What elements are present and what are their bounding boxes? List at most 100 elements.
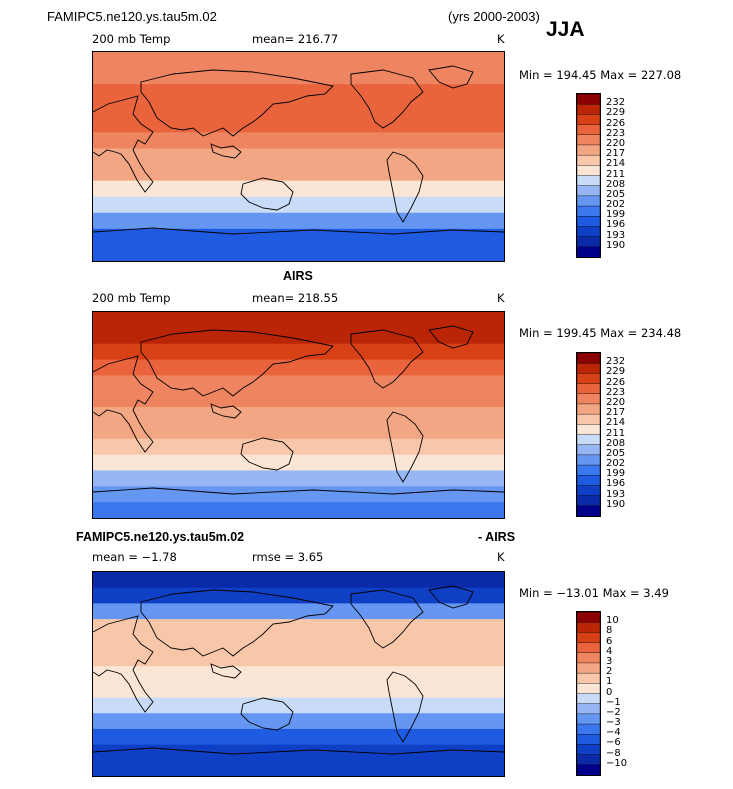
colorbar-swatch (577, 185, 600, 197)
coastline-path (240, 437, 294, 471)
zonal-band (93, 327, 504, 345)
panel2-unit: K (497, 291, 505, 305)
panel1-map (92, 51, 505, 262)
panel3-colorbar (576, 611, 601, 776)
coastline-path (350, 589, 424, 649)
colorbar-swatch (577, 165, 600, 177)
colorbar-swatch (577, 683, 600, 695)
colorbar-swatch (577, 94, 600, 105)
zonal-band (93, 650, 504, 667)
colorbar-tick-label: 199 (606, 209, 626, 221)
panel1-colorbar-swatches (577, 94, 600, 257)
zonal-band (93, 359, 504, 376)
zonal-band (93, 68, 504, 85)
zonal-band (93, 343, 504, 361)
zonal-band (93, 312, 504, 329)
colorbar-tick-label: 10 (606, 615, 619, 627)
colorbar-swatch (577, 723, 600, 735)
colorbar-swatch (577, 672, 600, 684)
coastline-path (350, 329, 424, 389)
colorbar-tick-label: 8 (606, 625, 613, 637)
coastlines (93, 325, 504, 495)
colorbar-tick-label: 196 (606, 219, 626, 231)
zonal-band (93, 603, 504, 620)
colorbar-swatch (577, 662, 600, 674)
colorbar-swatch (577, 403, 600, 415)
colorbar-tick-label: 223 (606, 386, 626, 398)
colorbar-tick-label: 211 (606, 427, 626, 439)
zonal-band (93, 164, 504, 182)
colorbar-tick-label: 208 (606, 437, 626, 449)
coastline-path (428, 65, 474, 89)
colorbar-swatch (577, 703, 600, 715)
coastline-path (428, 325, 474, 349)
colorbar-swatch (577, 652, 600, 664)
panel1-colorbar (576, 93, 601, 258)
colorbar-swatch (577, 195, 600, 207)
colorbar-swatch (577, 444, 600, 456)
years-label: (yrs 2000-2003) (448, 9, 540, 24)
coastline-path (210, 143, 242, 159)
colorbar-tick-label: 214 (606, 158, 626, 170)
panel2-variable: 200 mb Temp (92, 291, 171, 305)
colorbar-tick-label: 217 (606, 407, 626, 419)
zonal-band (93, 244, 504, 261)
colorbar-tick-label: 199 (606, 468, 626, 480)
panel3-colorbar-swatches (577, 612, 600, 775)
panel1-heatmap (93, 52, 504, 261)
case-title: FAMIPC5.ne120.ys.tau5m.02 (47, 9, 217, 24)
panel3-mean: mean = −1.78 (92, 550, 177, 564)
zonal-band (93, 587, 504, 604)
colorbar-tick-label: 2 (606, 666, 613, 678)
coastline-path (210, 403, 242, 419)
zonal-band (93, 744, 504, 761)
zonal-band (93, 116, 504, 133)
zonal-band (93, 572, 504, 589)
panel1-minmax: Min = 194.45 Max = 227.08 (519, 68, 682, 82)
panel2-colorbar (576, 352, 601, 517)
panel3-title-left: FAMIPC5.ne120.ys.tau5m.02 (76, 530, 245, 544)
colorbar-swatch (577, 754, 600, 766)
colorbar-swatch (577, 475, 600, 487)
colorbar-swatch (577, 175, 600, 187)
coastline-path (93, 487, 504, 495)
coastline-path (386, 151, 424, 223)
colorbar-swatch (577, 505, 600, 516)
panel3-map (92, 571, 505, 777)
colorbar-swatch (577, 621, 600, 633)
colorbar-tick-label: 196 (606, 478, 626, 490)
zonal-band (93, 180, 504, 198)
colorbar-tick-label: 208 (606, 178, 626, 190)
colorbar-swatch (577, 632, 600, 644)
colorbar-tick-label: 190 (606, 498, 626, 510)
panel3-title-right: - AIRS (478, 530, 516, 544)
colorbar-swatch (577, 693, 600, 705)
coastline-path (140, 329, 334, 397)
colorbar-swatch (577, 383, 600, 395)
coastline-path (240, 697, 294, 731)
colorbar-swatch (577, 485, 600, 497)
coastline-path (140, 589, 334, 657)
colorbar-tick-label: −1 (606, 696, 621, 708)
colorbar-swatch (577, 744, 600, 756)
coastline-path (428, 585, 474, 609)
colorbar-tick-label: 214 (606, 417, 626, 429)
colorbar-swatch (577, 205, 600, 217)
zonal-band (93, 52, 504, 69)
panel2-map (92, 311, 505, 519)
colorbar-tick-label: 3 (606, 655, 613, 667)
zonal-band (93, 713, 504, 730)
colorbar-tick-label: 0 (606, 686, 613, 698)
zonal-band (93, 486, 504, 503)
colorbar-swatch (577, 764, 600, 775)
colorbar-tick-label: 217 (606, 148, 626, 160)
panel2-colorbar-swatches (577, 353, 600, 516)
coastline-path (140, 69, 334, 137)
colorbar-swatch (577, 362, 600, 374)
colorbar-tick-label: 220 (606, 396, 626, 408)
colorbar-swatch (577, 612, 600, 623)
colorbar-swatch (577, 226, 600, 238)
zonal-band (93, 196, 504, 214)
panel3-minmax: Min = −13.01 Max = 3.49 (519, 586, 669, 600)
colorbar-swatch (577, 713, 600, 725)
